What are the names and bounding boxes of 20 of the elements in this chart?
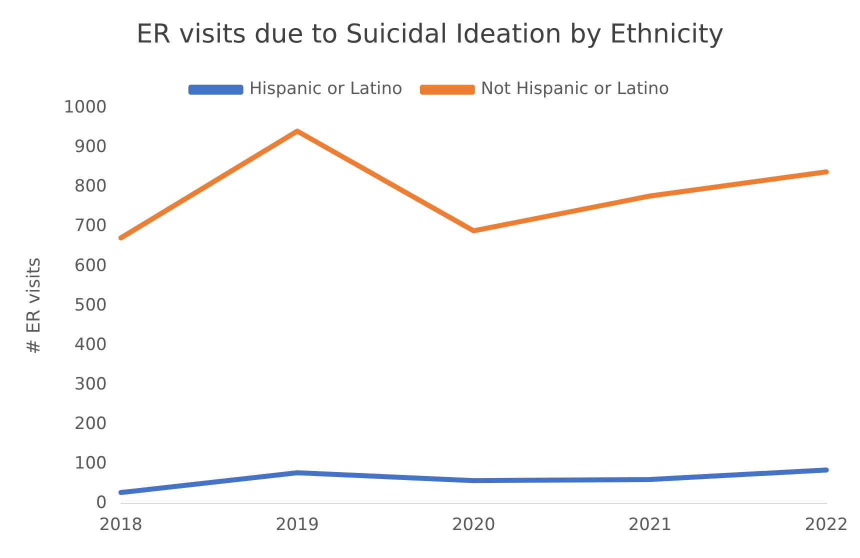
- y-tick-label: 1000: [64, 98, 107, 118]
- y-tick-label: 900: [74, 137, 107, 158]
- y-tick-label: 800: [74, 176, 107, 197]
- y-tick-label: 300: [74, 374, 107, 394]
- y-tick-label: 0: [96, 493, 107, 514]
- x-tick-label: 2021: [628, 515, 672, 536]
- y-tick-label: 600: [74, 256, 107, 276]
- x-tick-label: 2018: [99, 515, 142, 536]
- y-tick-label: 400: [74, 334, 107, 355]
- chart-title: ER visits due to Suicidal Ideation by Ethnicity: [136, 19, 724, 50]
- x-tick-label: 2019: [276, 515, 319, 536]
- y-tick-label: 200: [74, 414, 107, 434]
- x-tick-label: 2022: [804, 515, 848, 536]
- x-tick-label: 2020: [452, 515, 496, 536]
- legend-label: Not Hispanic or Latino: [480, 79, 670, 100]
- y-tick-label: 500: [74, 295, 107, 316]
- legend-label: Hispanic or Latino: [249, 79, 402, 100]
- y-tick-label: 100: [74, 453, 107, 474]
- y-tick-label: 700: [74, 216, 107, 236]
- y-axis-title: # ER visits: [23, 257, 44, 354]
